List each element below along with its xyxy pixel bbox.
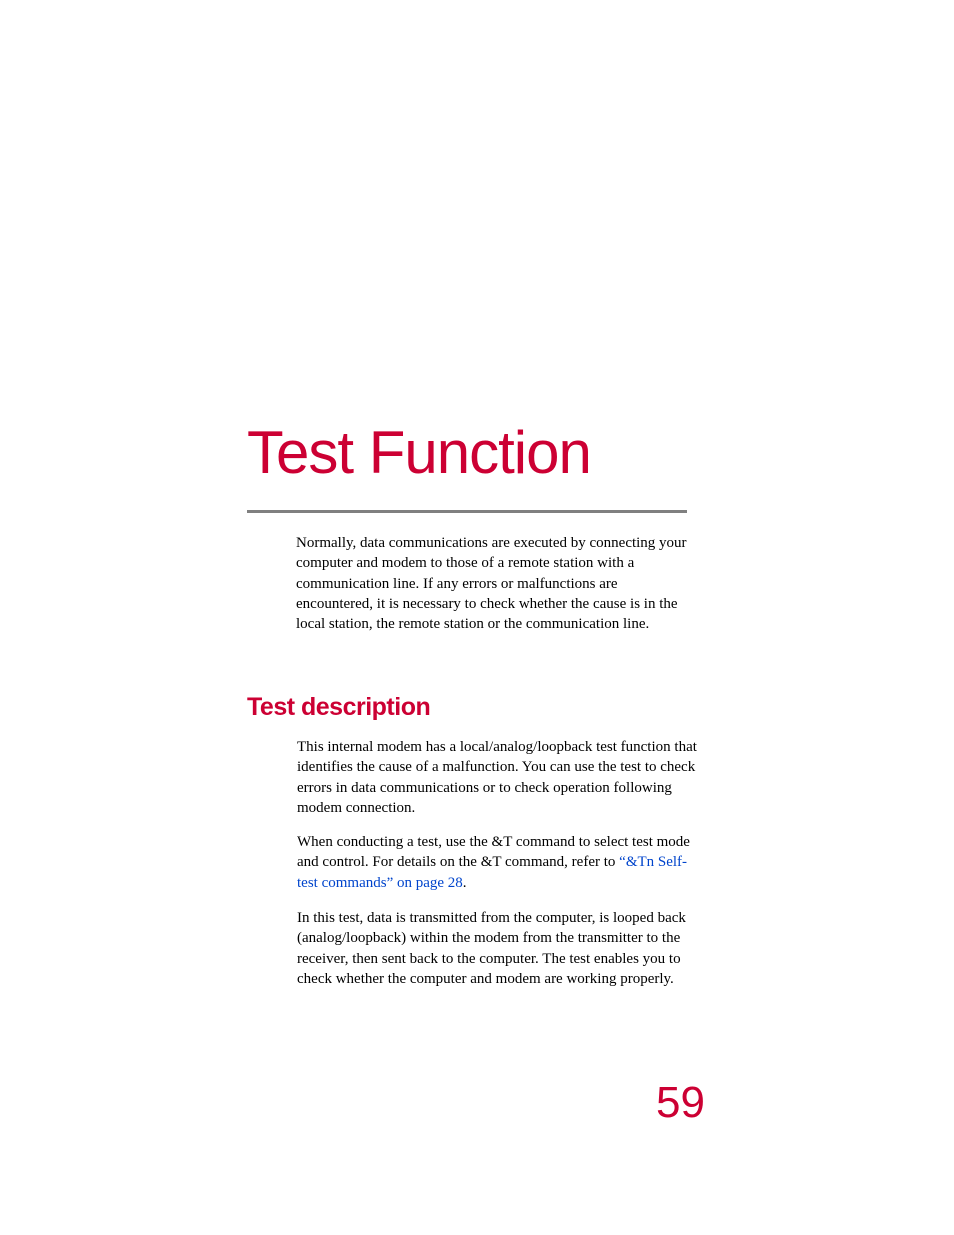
page-number: 59 (656, 1078, 705, 1128)
paragraph-2-text-after: . (463, 875, 467, 891)
title-underline (247, 510, 687, 513)
body-paragraph-3: In this test, data is transmitted from t… (297, 908, 697, 989)
body-paragraph-1: This internal modem has a local/analog/l… (297, 737, 697, 818)
section-heading: Test description (247, 693, 430, 722)
page-title: Test Function (247, 418, 807, 487)
body-paragraph-2: When conducting a test, use the &T comma… (297, 832, 697, 893)
intro-paragraph: Normally, data communications are execut… (296, 533, 696, 634)
